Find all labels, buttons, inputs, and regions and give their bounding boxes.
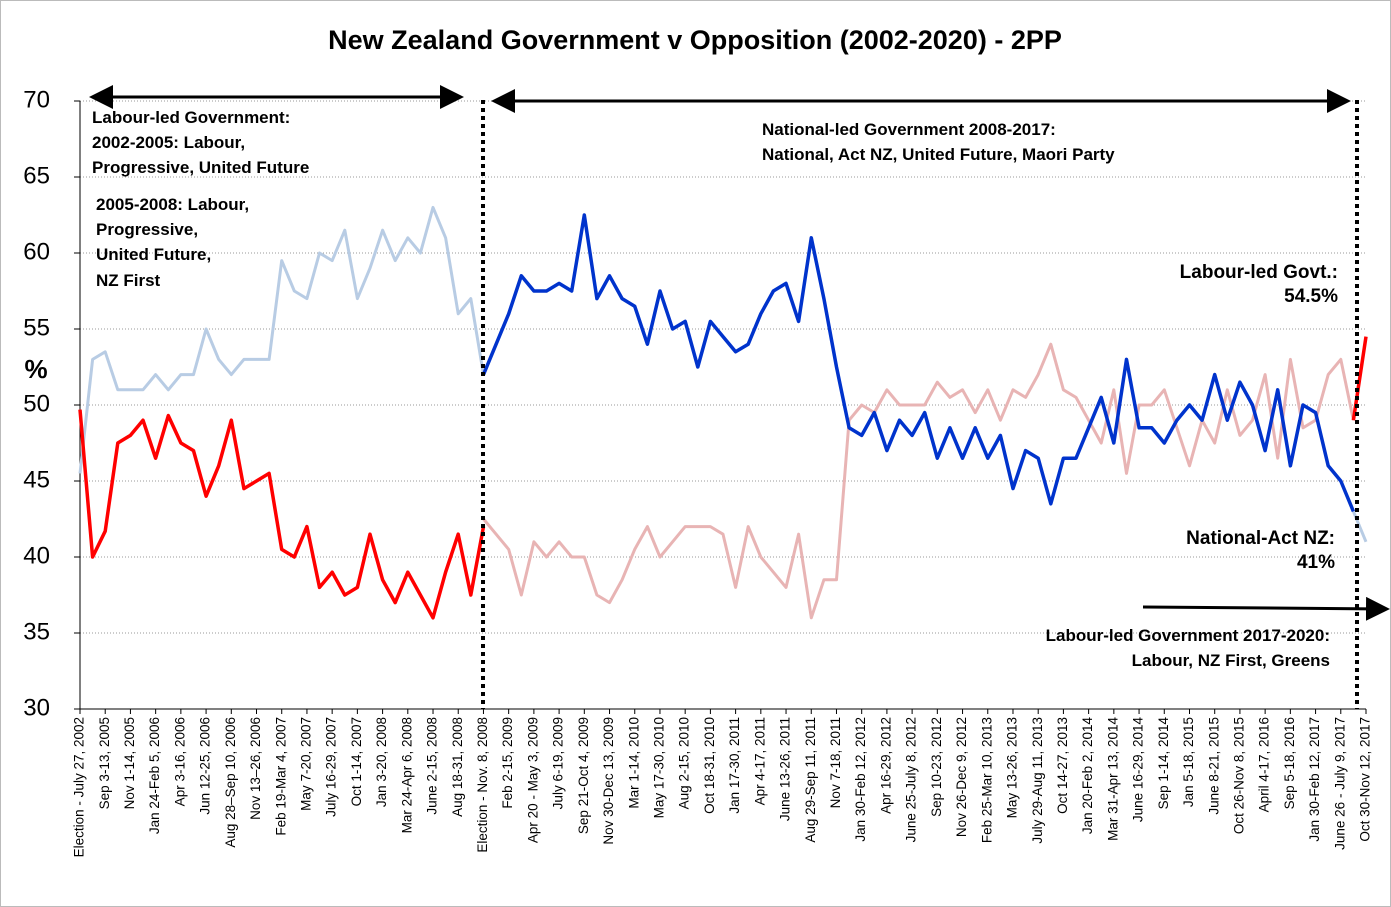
x-tick-label: Sep 1-14, 2014	[1156, 717, 1171, 810]
x-tick-label: Nov 7-18, 2011	[828, 717, 843, 808]
x-tick-label: Jan 20-Feb 2, 2014	[1080, 717, 1095, 835]
x-tick-label: Oct 26-Nov 8, 2015	[1231, 717, 1246, 834]
x-tick-label: Aug 28–Sep 10, 2006	[223, 717, 238, 848]
x-tick-label: Jan 30-Feb 12, 2017	[1307, 717, 1322, 842]
x-tick-label: Oct 14-27, 2013	[1055, 717, 1070, 814]
annotation: Labour, NZ First, Greens	[1132, 651, 1330, 670]
x-tick-label: Jan 3-20, 2008	[374, 717, 389, 807]
x-tick-label: Election - July 27, 2002	[72, 717, 87, 857]
annotation: 54.5%	[1284, 286, 1338, 307]
annotation: National-led Government 2008-2017:	[762, 120, 1056, 139]
annotation: Labour-led Government:	[92, 108, 290, 127]
x-tick-label: Aug 2-15, 2010	[677, 717, 692, 809]
y-tick-label: 45	[23, 466, 50, 493]
x-tick-label: Feb 19-Mar 4, 2007	[273, 717, 288, 836]
x-tick-label: Jan 17-30, 2011	[727, 717, 742, 814]
annotation: Progressive,	[96, 220, 198, 239]
x-tick-label: July 29-Aug 11, 2013	[1030, 717, 1045, 844]
x-tick-label: May 7-20, 2007	[299, 717, 314, 811]
x-tick-label: June 16-29, 2014	[1131, 717, 1146, 823]
y-tick-label: 55	[23, 314, 50, 341]
y-tick-label: 35	[23, 618, 50, 645]
y-tick-label: 65	[23, 162, 50, 189]
annotation: United Future,	[96, 245, 211, 264]
x-tick-label: Mar 24-Apr 6, 2008	[399, 717, 414, 833]
period-arrow	[1142, 596, 1390, 621]
annotation: Labour-led Government 2017-2020:	[1046, 626, 1330, 645]
x-tick-label: July 6-19, 2009	[551, 717, 566, 809]
x-tick-label: Sep 21-Oct 4, 2009	[576, 717, 591, 834]
annotation: Labour-led Govt.:	[1180, 262, 1338, 283]
series-line	[481, 213, 1356, 513]
x-tick-label: Aug 18-31, 2008	[450, 717, 465, 817]
x-tick-label: June 25-July 8, 2012	[904, 717, 919, 842]
x-tick-label: Mar 31-Apr 13, 2014	[1105, 717, 1120, 841]
x-tick-label: Jan 24-Feb 5, 2006	[147, 717, 162, 834]
x-tick-label: Nov 13–26, 2006	[248, 717, 263, 820]
x-tick-label: Jan 5-18, 2015	[1181, 717, 1196, 807]
x-tick-label: Sep 3-13, 2005	[97, 717, 112, 809]
x-tick-label: Apr 16-29, 2012	[878, 717, 893, 814]
x-tick-label: Sep 5-18, 2016	[1282, 717, 1297, 809]
x-tick-label: Election - Nov. 8, 2008	[475, 717, 490, 853]
x-tick-label: June 2-15, 2008	[425, 717, 440, 815]
x-tick-label: Nov 26-Dec 9, 2012	[954, 717, 969, 837]
y-axis-label: %	[24, 354, 47, 384]
annotation: National, Act NZ, United Future, Maori P…	[762, 145, 1115, 164]
chart-title: New Zealand Government v Opposition (200…	[328, 25, 1062, 55]
x-tick-label: Oct 30-Nov 12, 2017	[1358, 717, 1373, 842]
y-tick-label: 50	[23, 390, 50, 417]
y-tick-label: 70	[23, 86, 50, 113]
plot-area: 30 35 40 45 50 55 60 65 70 Election - July 27, 20…	[23, 86, 1372, 857]
y-tick-label: 60	[23, 238, 50, 265]
x-tick-label: Sep 10-23, 2012	[929, 717, 944, 817]
x-tick-label: May 17-30, 2010	[652, 717, 667, 818]
annotation: 41%	[1297, 552, 1335, 573]
x-tick-label: June 8-21, 2015	[1206, 717, 1221, 815]
x-tick-label: Feb 25-Mar 10, 2013	[979, 717, 994, 843]
annotation: 2002-2005: Labour,	[92, 133, 245, 152]
x-tick-label: Apr 3-16, 2006	[172, 717, 187, 806]
annotation: Progressive, United Future	[92, 158, 309, 177]
annotation-layer: Labour-led Government: 2002-2005: Labour…	[89, 85, 1390, 709]
x-tick-label: June 13-26, 2011	[778, 717, 793, 821]
y-tick-label: 30	[23, 694, 50, 721]
x-tick-label: Oct 1-14, 2007	[349, 717, 364, 806]
x-tick-label: Aug 29-Sep 11, 2011	[803, 717, 818, 843]
x-tick-label: June 26 - July 9, 2017	[1332, 717, 1347, 850]
x-tick-label: Nov 1-14, 2005	[122, 717, 137, 809]
x-tick-label: Feb 2-15, 2009	[500, 717, 515, 809]
annotation: National-Act NZ:	[1186, 528, 1335, 549]
annotation: NZ First	[96, 271, 161, 290]
x-tick-label: April 4-17, 2016	[1257, 717, 1272, 812]
x-tick-label: Nov 30-Dec 13, 2009	[601, 717, 616, 845]
x-tick-label: Jun 12-25, 2006	[198, 717, 213, 815]
annotation: 2005-2008: Labour,	[96, 195, 249, 214]
x-tick-label: May 13-26, 2013	[1005, 717, 1020, 818]
x-tick-label: Mar 1-14, 2010	[626, 717, 641, 809]
x-tick-label: July 16-29, 2007	[324, 717, 339, 817]
x-tick-label: Apr 4-17, 2011	[752, 717, 767, 805]
x-tick-label: Apr 20 - May 3, 2009	[525, 717, 540, 843]
y-tick-label: 40	[23, 542, 50, 569]
x-tick-label: Jan 30-Feb 12, 2012	[853, 717, 868, 842]
series-line	[482, 342, 1355, 620]
x-tick-label: Oct 18-31, 2010	[702, 717, 717, 814]
